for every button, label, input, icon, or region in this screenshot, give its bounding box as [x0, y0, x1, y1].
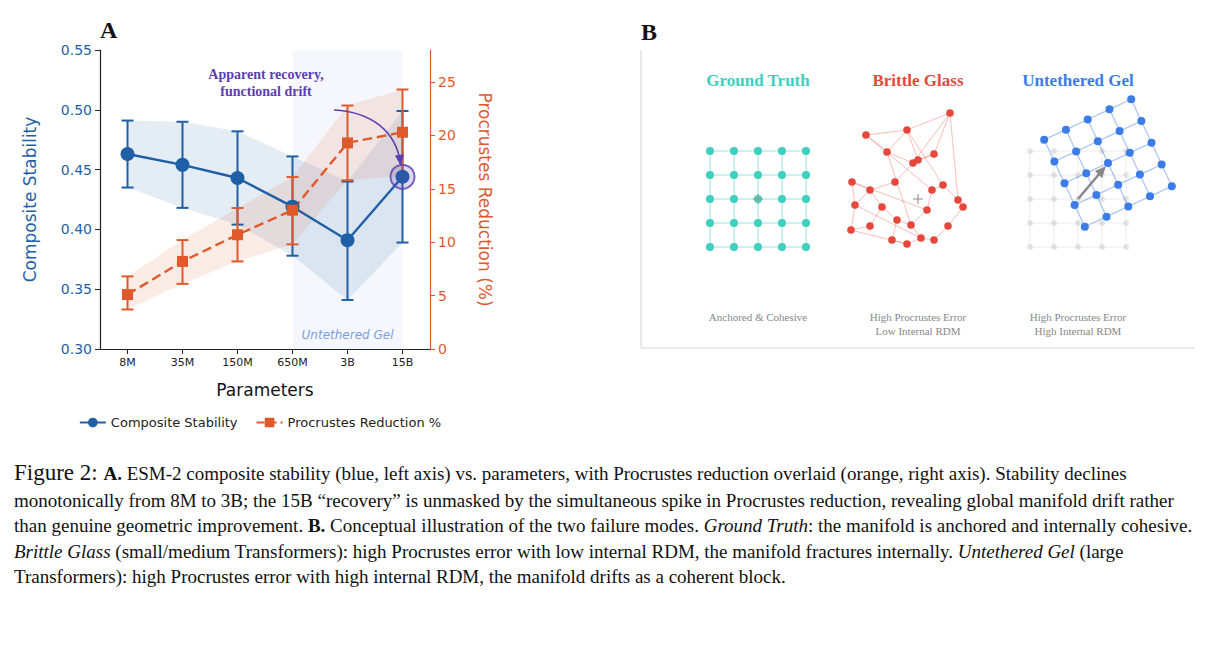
svg-text:Parameters: Parameters — [216, 380, 313, 400]
svg-text:650M: 650M — [277, 356, 308, 369]
svg-text:3B: 3B — [340, 356, 355, 369]
svg-text:Untethered Gel: Untethered Gel — [302, 328, 395, 342]
svg-text:150M: 150M — [222, 356, 253, 369]
svg-text:Brittle Glass: Brittle Glass — [872, 71, 964, 90]
svg-text:0.35: 0.35 — [61, 281, 92, 297]
svg-text:Composite Stability: Composite Stability — [111, 415, 238, 430]
svg-text:B: B — [641, 19, 657, 45]
svg-text:Ground Truth: Ground Truth — [706, 71, 810, 90]
svg-text:High Procrustes Error: High Procrustes Error — [1030, 311, 1127, 323]
svg-text:Apparent recovery,: Apparent recovery, — [208, 67, 323, 82]
svg-text:High Internal RDM: High Internal RDM — [1035, 325, 1122, 337]
svg-text:0: 0 — [438, 341, 447, 357]
svg-text:Procrustes Reduction (%): Procrustes Reduction (%) — [475, 92, 495, 306]
svg-text:15: 15 — [438, 181, 456, 197]
svg-text:Procrustes Reduction %: Procrustes Reduction % — [288, 415, 442, 430]
svg-text:0.50: 0.50 — [61, 102, 92, 118]
svg-text:functional drift: functional drift — [220, 84, 312, 99]
svg-text:15B: 15B — [392, 356, 414, 369]
svg-text:10: 10 — [438, 234, 456, 250]
svg-text:Low Internal RDM: Low Internal RDM — [876, 325, 961, 337]
svg-text:Anchored & Cohesive: Anchored & Cohesive — [709, 311, 807, 323]
svg-text:5: 5 — [438, 288, 447, 304]
svg-text:Composite Stability: Composite Stability — [20, 117, 40, 283]
svg-text:Untethered Gel: Untethered Gel — [1022, 71, 1134, 90]
html-text:Brittle Glass (small/medium Tr: Brittle Glass (small/medium Transformers… — [14, 540, 1124, 587]
svg-text:0.55: 0.55 — [61, 42, 92, 58]
svg-text:0.45: 0.45 — [61, 162, 92, 178]
svg-text:High Procrustes Error: High Procrustes Error — [870, 311, 967, 323]
svg-text:A: A — [100, 17, 118, 43]
svg-text:0.30: 0.30 — [61, 341, 92, 357]
svg-text:8M: 8M — [119, 356, 136, 369]
html-text:Figure 2:A. ESM-2 composite st: Figure 2:A. ESM-2 composite stability (b… — [14, 460, 1193, 537]
svg-text:25: 25 — [438, 74, 456, 90]
svg-text:35M: 35M — [171, 356, 195, 369]
svg-text:20: 20 — [438, 127, 456, 143]
svg-text:0.40: 0.40 — [61, 221, 92, 237]
